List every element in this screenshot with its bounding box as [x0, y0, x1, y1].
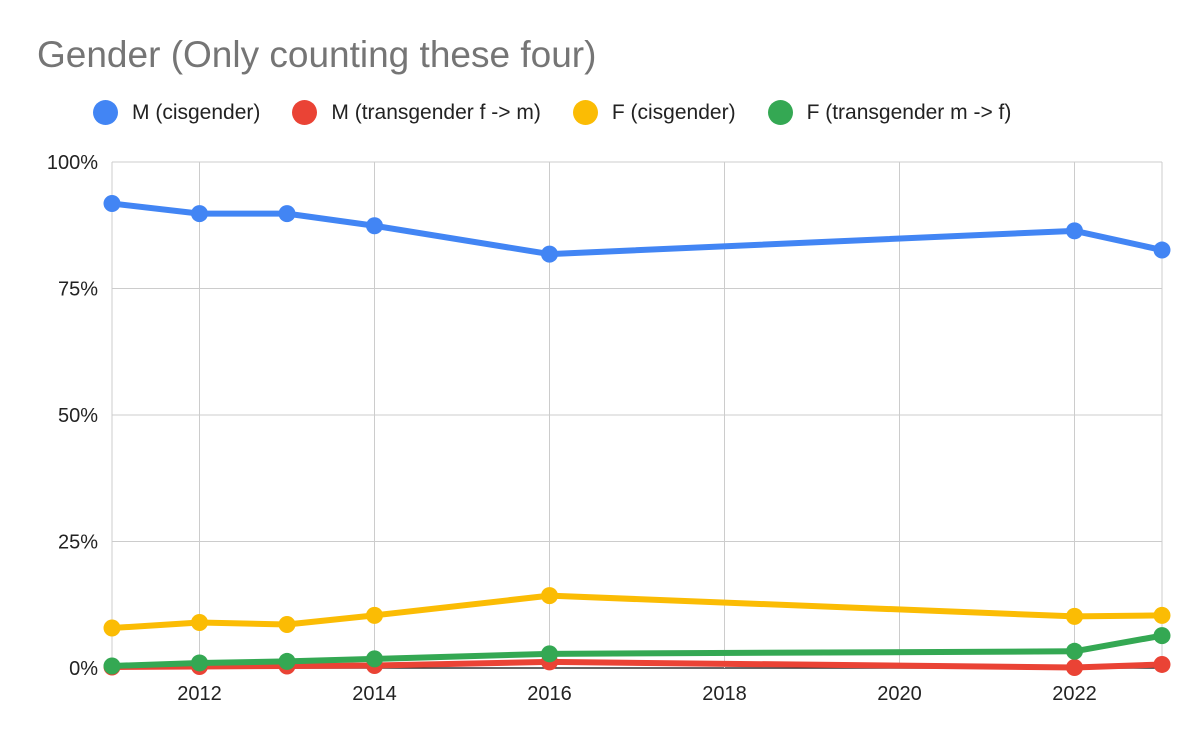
series-line [109, 200, 1165, 258]
legend-marker [93, 100, 118, 125]
x-tick-label: 2018 [702, 683, 747, 705]
legend-item: M (cisgender) [93, 100, 260, 125]
legend-label: F (cisgender) [611, 100, 736, 124]
data-point[interactable] [1153, 655, 1171, 673]
data-point[interactable] [191, 613, 208, 631]
data-point[interactable] [278, 205, 296, 223]
data-point[interactable] [278, 615, 296, 633]
series-group [103, 587, 1171, 637]
x-tick-label: 2012 [177, 683, 222, 705]
y-tick-label: 50% [58, 405, 98, 427]
legend-label: M (transgender f -> m) [331, 100, 541, 124]
data-point[interactable] [541, 645, 558, 663]
data-point[interactable] [191, 654, 208, 672]
data-point[interactable] [366, 217, 383, 235]
data-point[interactable] [103, 657, 121, 675]
x-tick-label: 2020 [877, 683, 922, 705]
data-point[interactable] [366, 606, 383, 624]
legend-item: M (transgender f -> m) [292, 100, 541, 125]
x-tick-label: 2022 [1052, 683, 1097, 705]
y-tick-label: 75% [58, 279, 98, 301]
legend-marker [767, 100, 793, 125]
data-point[interactable] [541, 587, 558, 605]
data-point[interactable] [103, 194, 121, 212]
data-point[interactable] [541, 245, 558, 263]
x-axis-ticks: 2012 2014 2016 2018 2020 2022 [177, 683, 1097, 705]
series-group [103, 627, 1171, 675]
data-point[interactable] [366, 650, 383, 668]
x-tick-label: 2014 [352, 683, 397, 705]
legend-label: F (transgender m -> f) [806, 100, 1012, 124]
legend-label: M (cisgender) [132, 100, 261, 124]
data-point[interactable] [278, 652, 296, 670]
data-point[interactable] [1153, 627, 1171, 645]
legend-item: F (transgender m -> f) [767, 100, 1012, 125]
legend-marker [292, 100, 318, 125]
x-tick-label: 2016 [527, 683, 572, 705]
data-point[interactable] [1066, 642, 1083, 660]
series-lines [103, 194, 1171, 676]
legend-marker [572, 100, 598, 125]
y-tick-label: 100% [47, 152, 98, 174]
data-point[interactable] [191, 205, 208, 223]
chart-legend: M (cisgender) M (transgender f -> m) F (ci… [93, 100, 1043, 125]
data-point[interactable] [1066, 222, 1083, 240]
data-point[interactable] [1153, 241, 1171, 259]
y-tick-label: 0% [69, 658, 98, 680]
data-point[interactable] [1153, 606, 1171, 624]
y-tick-label: 25% [58, 532, 98, 554]
legend-item: F (cisgender) [572, 100, 736, 125]
series-line [109, 592, 1165, 632]
data-point[interactable] [1066, 658, 1083, 676]
data-point[interactable] [103, 619, 121, 637]
chart-title: Gender (Only counting these four) [37, 34, 597, 75]
data-point[interactable] [1066, 607, 1083, 625]
series-group [103, 194, 1171, 263]
y-axis-ticks: 0% 25% 50% 75% 100% [47, 152, 98, 680]
grid-lines [111, 161, 1163, 669]
